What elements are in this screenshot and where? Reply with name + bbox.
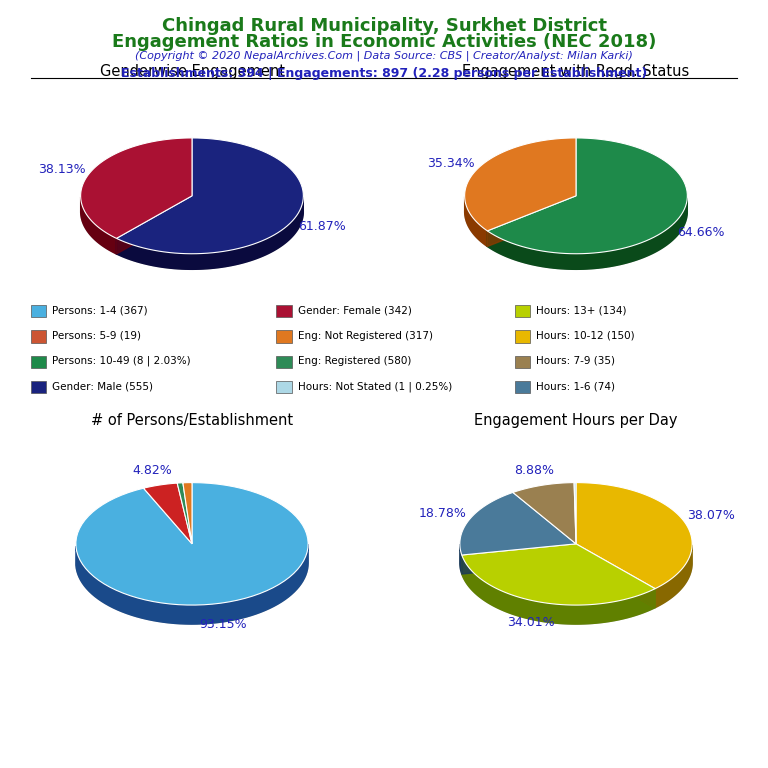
Polygon shape	[574, 482, 576, 544]
Text: (Copyright © 2020 NepalArchives.Com | Data Source: CBS | Creator/Analyst: Milan : (Copyright © 2020 NepalArchives.Com | Da…	[135, 51, 633, 61]
Text: 38.13%: 38.13%	[38, 163, 86, 176]
Polygon shape	[76, 502, 308, 624]
Text: Establishments: 394 | Engagements: 897 (2.28 persons per Establishment): Establishments: 394 | Engagements: 897 (…	[121, 67, 647, 80]
Text: 35.34%: 35.34%	[428, 157, 475, 170]
Text: 18.78%: 18.78%	[419, 507, 467, 520]
Polygon shape	[488, 198, 687, 270]
Text: 61.87%: 61.87%	[298, 220, 346, 233]
Polygon shape	[576, 544, 655, 607]
Text: Persons: 1-4 (367): Persons: 1-4 (367)	[52, 305, 148, 316]
Polygon shape	[177, 483, 192, 544]
Text: Hours: 10-12 (150): Hours: 10-12 (150)	[536, 330, 634, 341]
Polygon shape	[81, 138, 192, 238]
Text: Persons: 5-9 (19): Persons: 5-9 (19)	[52, 330, 141, 341]
Title: # of Persons/Establishment: # of Persons/Establishment	[91, 412, 293, 428]
Polygon shape	[117, 138, 303, 253]
Polygon shape	[465, 197, 488, 247]
Polygon shape	[655, 545, 692, 607]
Polygon shape	[183, 482, 192, 544]
Polygon shape	[465, 138, 576, 231]
Polygon shape	[460, 502, 692, 624]
Text: Gender: Female (342): Gender: Female (342)	[298, 305, 412, 316]
Text: Gender: Male (555): Gender: Male (555)	[52, 381, 154, 392]
Polygon shape	[462, 544, 576, 574]
Text: Eng: Registered (580): Eng: Registered (580)	[298, 356, 412, 366]
Polygon shape	[460, 492, 576, 555]
Text: 8.88%: 8.88%	[514, 464, 554, 477]
Text: Chingad Rural Municipality, Surkhet District: Chingad Rural Municipality, Surkhet Dist…	[161, 17, 607, 35]
Polygon shape	[460, 545, 462, 574]
Polygon shape	[462, 555, 655, 624]
Polygon shape	[76, 544, 308, 624]
Text: Eng: Not Registered (317): Eng: Not Registered (317)	[298, 330, 433, 341]
Text: 93.15%: 93.15%	[199, 617, 247, 631]
Text: 4.82%: 4.82%	[132, 464, 172, 477]
Text: Persons: 10-49 (8 | 2.03%): Persons: 10-49 (8 | 2.03%)	[52, 356, 191, 366]
Polygon shape	[81, 154, 303, 270]
Title: Engagement Hours per Day: Engagement Hours per Day	[475, 412, 677, 428]
Text: Hours: 1-6 (74): Hours: 1-6 (74)	[536, 381, 615, 392]
Polygon shape	[76, 482, 308, 605]
Polygon shape	[117, 196, 192, 254]
Polygon shape	[576, 544, 655, 607]
Polygon shape	[117, 197, 303, 270]
Text: 64.66%: 64.66%	[677, 227, 724, 239]
Polygon shape	[488, 138, 687, 253]
Text: Hours: Not Stated (1 | 0.25%): Hours: Not Stated (1 | 0.25%)	[298, 381, 452, 392]
Polygon shape	[462, 544, 655, 605]
Polygon shape	[462, 544, 576, 574]
Polygon shape	[144, 483, 192, 544]
Text: Hours: 7-9 (35): Hours: 7-9 (35)	[536, 356, 615, 366]
Polygon shape	[488, 196, 576, 247]
Text: Hours: 13+ (134): Hours: 13+ (134)	[536, 305, 627, 316]
Polygon shape	[576, 482, 692, 588]
Text: Engagement Ratios in Economic Activities (NEC 2018): Engagement Ratios in Economic Activities…	[112, 33, 656, 51]
Polygon shape	[81, 197, 117, 254]
Title: Engagement with Regd. Status: Engagement with Regd. Status	[462, 65, 690, 79]
Polygon shape	[117, 196, 192, 254]
Text: 34.01%: 34.01%	[507, 616, 554, 629]
Polygon shape	[465, 154, 687, 270]
Text: 38.07%: 38.07%	[687, 509, 735, 522]
Polygon shape	[513, 482, 576, 544]
Polygon shape	[488, 196, 576, 247]
Title: Genderwise Engagement: Genderwise Engagement	[100, 65, 284, 79]
